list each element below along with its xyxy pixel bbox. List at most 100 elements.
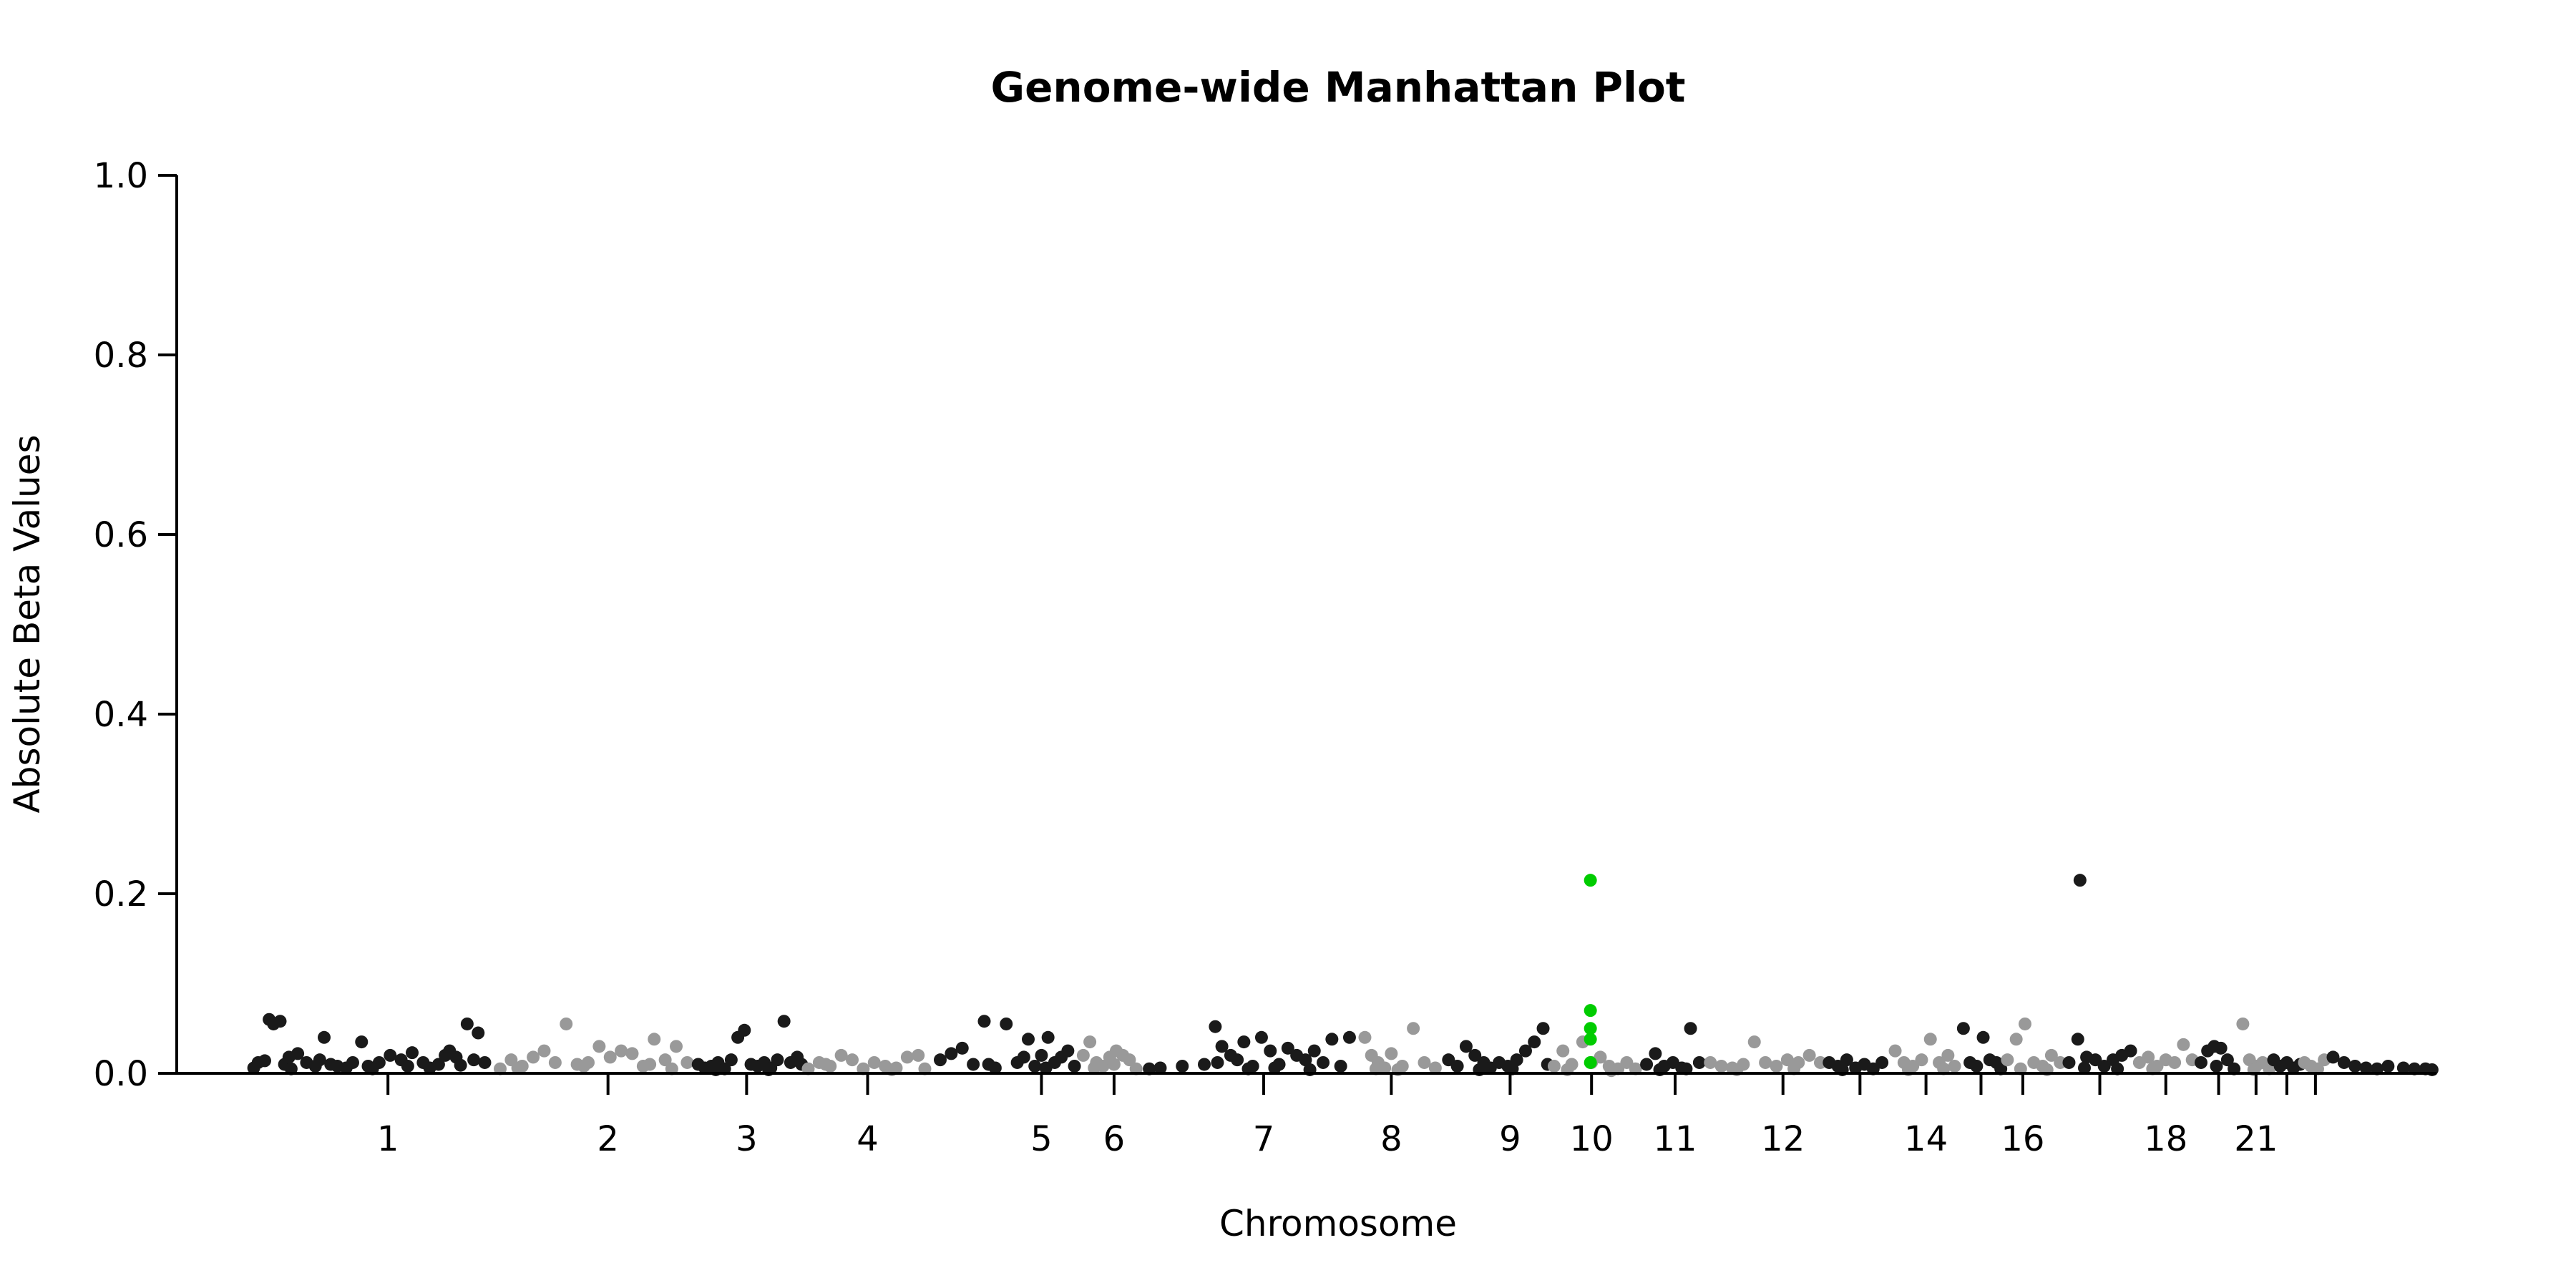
- snp-point: [2001, 1053, 2014, 1067]
- snp-point: [1704, 1055, 1717, 1069]
- snp-point: [1547, 1059, 1561, 1073]
- snp-point: [1714, 1059, 1728, 1073]
- snp-point: [1888, 1044, 1902, 1058]
- snp-point: [982, 1058, 995, 1071]
- snp-point: [537, 1044, 551, 1058]
- snp-point: [313, 1053, 326, 1067]
- x-tick-label: 3: [736, 1119, 758, 1159]
- snp-point: [1299, 1053, 1312, 1067]
- snp-point: [2381, 1059, 2395, 1073]
- plot-area: [247, 874, 2439, 1078]
- snp-point: [1123, 1053, 1136, 1067]
- snp-point: [282, 1050, 296, 1064]
- x-tick-label: 5: [1030, 1119, 1053, 1159]
- snp-point: [1307, 1044, 1321, 1058]
- snp-point: [670, 1040, 683, 1053]
- snp-point: [384, 1048, 397, 1062]
- snp-point: [1780, 1053, 1794, 1067]
- y-tick-label: 0.0: [94, 1054, 148, 1094]
- snp-point: [2396, 1061, 2410, 1075]
- highlighted-snp-point: [1584, 1004, 1597, 1018]
- snp-point: [2142, 1050, 2155, 1064]
- snp-point: [460, 1017, 474, 1030]
- snp-point: [1814, 1055, 1827, 1069]
- x-axis-label: Chromosome: [1219, 1203, 1457, 1244]
- snp-point: [1594, 1050, 1607, 1064]
- snp-point: [355, 1035, 369, 1049]
- x-axis-ticks: 1 2 3 4 5 6 7 8 9 10 11 12 14 16 18 21: [377, 1073, 2317, 1159]
- snp-point: [2359, 1061, 2373, 1075]
- snp-point: [443, 1044, 457, 1058]
- snp-point: [1976, 1030, 1990, 1044]
- snp-point: [1281, 1041, 1294, 1055]
- snp-point: [1211, 1055, 1224, 1069]
- snp-point: [2194, 1055, 2207, 1069]
- snp-point: [1061, 1044, 1075, 1058]
- snp-point: [658, 1053, 672, 1067]
- snp-point: [2220, 1053, 2234, 1067]
- snp-point: [625, 1047, 639, 1060]
- snp-point: [1923, 1033, 1937, 1046]
- snp-point: [1000, 1017, 1013, 1030]
- snp-point: [2018, 1017, 2031, 1030]
- snp-point: [2054, 1055, 2067, 1069]
- snp-point: [2078, 1061, 2091, 1075]
- snp-point: [680, 1055, 694, 1069]
- snp-point: [1941, 1048, 1955, 1062]
- snp-point: [1604, 1064, 1618, 1078]
- y-tick-label: 0.4: [94, 695, 148, 735]
- snp-point: [560, 1017, 573, 1030]
- snp-point: [247, 1061, 260, 1075]
- highlighted-snp-point: [1584, 1022, 1597, 1035]
- snp-point: [318, 1030, 331, 1044]
- snp-point: [1041, 1030, 1055, 1044]
- x-tick-label: 7: [1253, 1119, 1275, 1159]
- x-tick-label: 9: [1499, 1119, 1521, 1159]
- snp-point: [2210, 1059, 2223, 1073]
- snp-point: [592, 1040, 606, 1053]
- y-tick-label: 0.6: [94, 515, 148, 555]
- snp-point: [912, 1048, 925, 1062]
- snp-point: [615, 1044, 628, 1058]
- snp-point: [771, 1053, 784, 1067]
- snp-point: [2124, 1044, 2137, 1058]
- snp-point: [648, 1033, 661, 1046]
- snp-point: [1215, 1040, 1229, 1053]
- snp-point: [1407, 1022, 1420, 1035]
- snp-point: [1640, 1058, 1654, 1071]
- snp-point: [1022, 1033, 1035, 1046]
- snp-point: [2168, 1055, 2182, 1069]
- y-axis-ticks: 0.0 0.2 0.4 0.6 0.8 1.0: [94, 156, 177, 1094]
- highlighted-snp-point: [1584, 1055, 1597, 1069]
- snp-point: [1468, 1048, 1482, 1062]
- snp-point: [548, 1055, 562, 1069]
- snp-point: [1692, 1055, 1706, 1069]
- snp-point: [1325, 1033, 1339, 1046]
- snp-point: [1268, 1061, 1282, 1075]
- snp-point: [1028, 1059, 1042, 1073]
- snp-point: [1254, 1030, 1268, 1044]
- snp-point: [1649, 1047, 1662, 1060]
- snp-point: [2073, 874, 2087, 887]
- snp-point: [1068, 1059, 1081, 1073]
- snp-point: [1088, 1061, 1101, 1075]
- snp-point: [1264, 1044, 1277, 1058]
- snp-point: [1875, 1055, 1889, 1069]
- snp-point: [1802, 1048, 1816, 1062]
- snp-point: [1450, 1059, 1464, 1073]
- x-tick-label: 14: [1904, 1119, 1948, 1159]
- x-tick-label: 16: [2001, 1119, 2044, 1159]
- x-tick-label: 4: [857, 1119, 879, 1159]
- x-tick-label: 11: [1654, 1119, 1697, 1159]
- snp-point: [511, 1061, 525, 1075]
- snp-point: [527, 1050, 540, 1064]
- snp-point: [738, 1023, 751, 1037]
- snp-point: [977, 1015, 991, 1028]
- x-tick-label: 12: [1761, 1119, 1805, 1159]
- snp-point: [401, 1059, 414, 1073]
- snp-point: [1358, 1030, 1372, 1044]
- snp-point: [1039, 1061, 1053, 1075]
- snp-point: [2326, 1050, 2340, 1064]
- snp-point: [346, 1055, 359, 1069]
